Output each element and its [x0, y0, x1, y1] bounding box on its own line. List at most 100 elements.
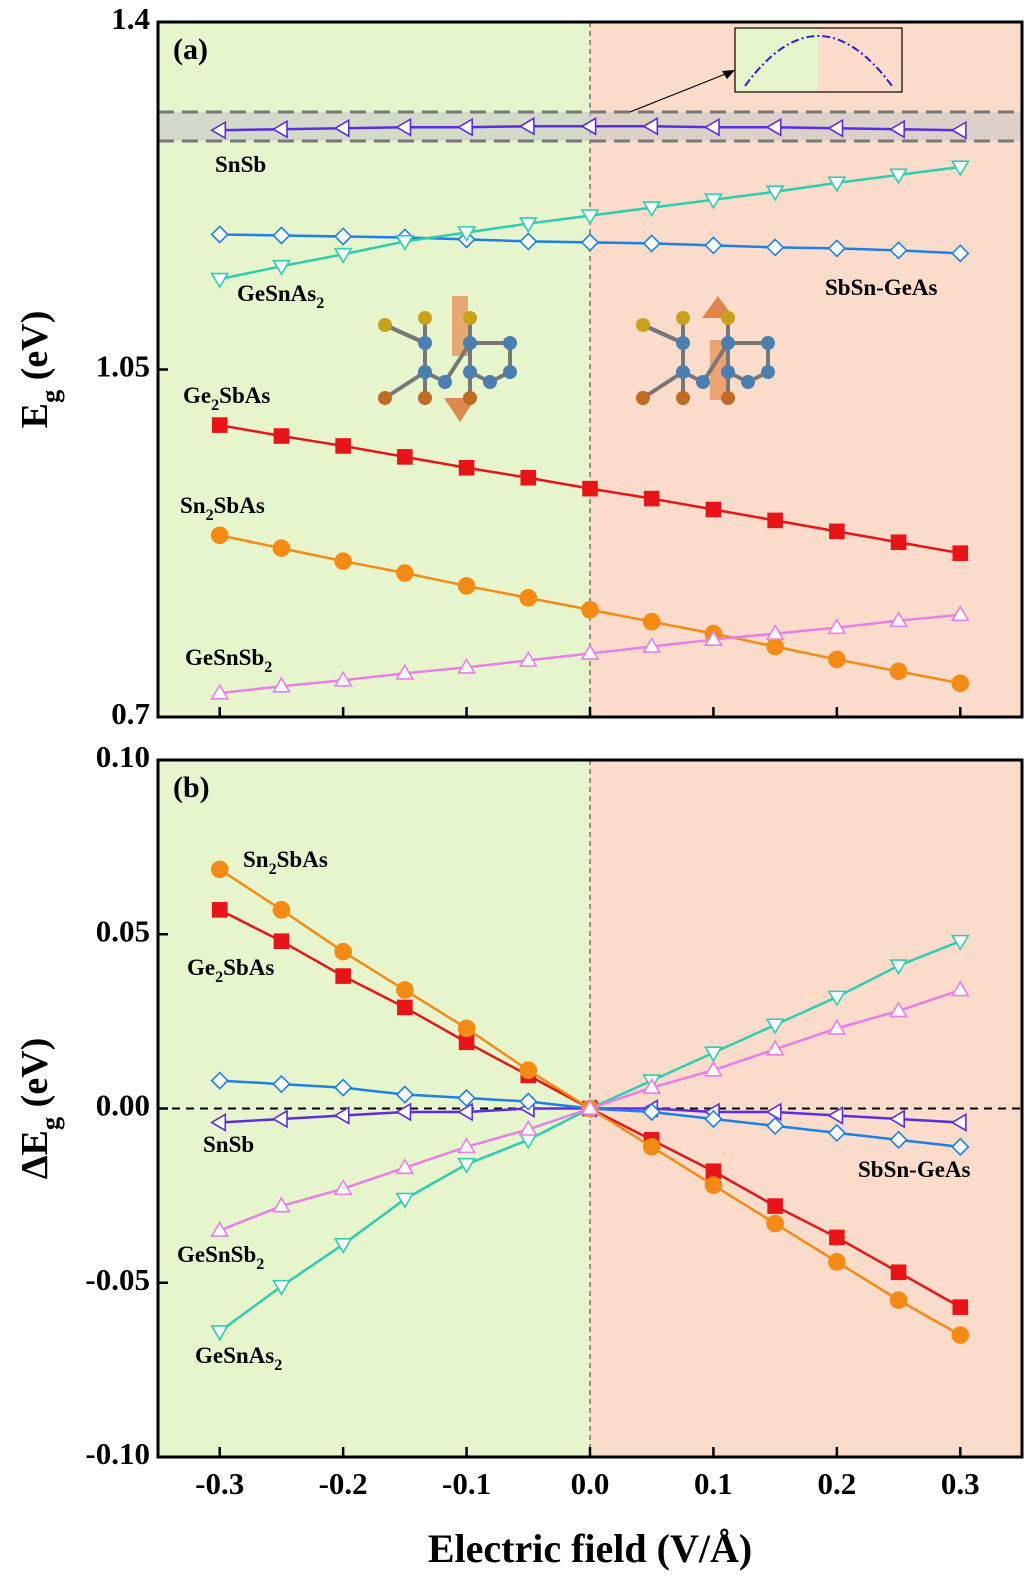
marker — [644, 1139, 660, 1155]
atom — [463, 336, 477, 350]
marker — [335, 553, 351, 569]
marker — [644, 614, 660, 630]
chart: 0.71.051.4Eg (eV)(a)SnSbSbSn-GeAsGeSnAs2… — [0, 0, 1030, 1586]
atom — [463, 365, 477, 379]
x-tick-label: -0.2 — [319, 1466, 368, 1501]
marker — [829, 1254, 845, 1270]
marker — [460, 461, 474, 475]
atom — [418, 391, 432, 405]
marker — [768, 1199, 782, 1213]
atom — [378, 391, 392, 405]
y-tick-label: -0.05 — [85, 1262, 150, 1297]
marker — [892, 1265, 906, 1279]
marker — [398, 450, 412, 464]
y-tick-label: -0.10 — [85, 1436, 150, 1471]
x-tick-label: 0.1 — [694, 1466, 733, 1501]
marker — [952, 675, 968, 691]
marker — [829, 651, 845, 667]
marker — [336, 439, 350, 453]
atom — [418, 365, 432, 379]
marker — [706, 1164, 720, 1178]
atom — [761, 365, 775, 379]
atom — [636, 318, 650, 332]
marker — [398, 1000, 412, 1014]
x-axis-label: Electric field (V/Å) — [428, 1526, 752, 1571]
y-tick-label: 0.05 — [96, 913, 150, 948]
marker — [459, 1020, 475, 1036]
atom — [503, 336, 517, 350]
marker — [397, 565, 413, 581]
atom — [676, 311, 690, 325]
marker — [335, 944, 351, 960]
marker — [520, 590, 536, 606]
series-label: SnSb — [203, 1132, 254, 1157]
marker — [212, 527, 228, 543]
atom — [721, 391, 735, 405]
x-tick-label: -0.3 — [195, 1466, 244, 1501]
y-tick-label: 0.00 — [96, 1088, 150, 1123]
panel-label: (b) — [173, 771, 210, 804]
marker — [706, 502, 720, 516]
atom — [721, 311, 735, 325]
marker — [459, 578, 475, 594]
marker — [892, 535, 906, 549]
x-tick-label: -0.1 — [442, 1466, 491, 1501]
atom — [721, 365, 735, 379]
marker — [582, 602, 598, 618]
marker — [953, 1300, 967, 1314]
atom — [761, 336, 775, 350]
marker — [891, 1292, 907, 1308]
marker — [953, 546, 967, 560]
marker — [520, 1062, 536, 1078]
marker — [521, 471, 535, 485]
x-tick-label: 0.2 — [817, 1466, 856, 1501]
marker — [274, 934, 288, 948]
marker — [952, 1327, 968, 1343]
series-label: SbSn-GeAs — [858, 1157, 971, 1182]
marker — [213, 903, 227, 917]
atom — [463, 311, 477, 325]
series-label: SbSn-GeAs — [825, 275, 938, 300]
marker — [645, 492, 659, 506]
marker — [460, 1035, 474, 1049]
atom — [636, 391, 650, 405]
x-tick-label: 0.0 — [571, 1466, 610, 1501]
atom — [418, 311, 432, 325]
atom — [721, 336, 735, 350]
marker — [705, 1177, 721, 1193]
marker — [767, 639, 783, 655]
marker — [768, 513, 782, 527]
panel-label: (a) — [173, 33, 208, 66]
marker — [274, 429, 288, 443]
y-tick-label: 1.05 — [96, 349, 150, 384]
atom — [503, 365, 517, 379]
atom — [463, 391, 477, 405]
marker — [891, 663, 907, 679]
marker — [830, 524, 844, 538]
atom — [741, 375, 755, 389]
atom — [696, 375, 710, 389]
y-axis-label: ΔEg (eV) — [14, 1038, 65, 1180]
marker — [273, 902, 289, 918]
atom — [378, 318, 392, 332]
marker — [767, 1216, 783, 1232]
atom — [676, 365, 690, 379]
y-tick-label: 0.10 — [96, 739, 150, 774]
marker — [397, 982, 413, 998]
series-label: SnSb — [215, 152, 266, 177]
atom — [418, 336, 432, 350]
marker — [213, 418, 227, 432]
y-axis-label: Eg (eV) — [14, 311, 65, 429]
marker — [830, 1230, 844, 1244]
y-tick-label: 0.7 — [111, 696, 150, 731]
atom — [438, 375, 452, 389]
marker — [336, 969, 350, 983]
atom — [676, 336, 690, 350]
marker — [583, 482, 597, 496]
y-tick-label: 1.4 — [111, 1, 150, 36]
x-tick-label: 0.3 — [941, 1466, 980, 1501]
marker — [212, 861, 228, 877]
atom — [483, 375, 497, 389]
marker — [273, 540, 289, 556]
atom — [676, 391, 690, 405]
